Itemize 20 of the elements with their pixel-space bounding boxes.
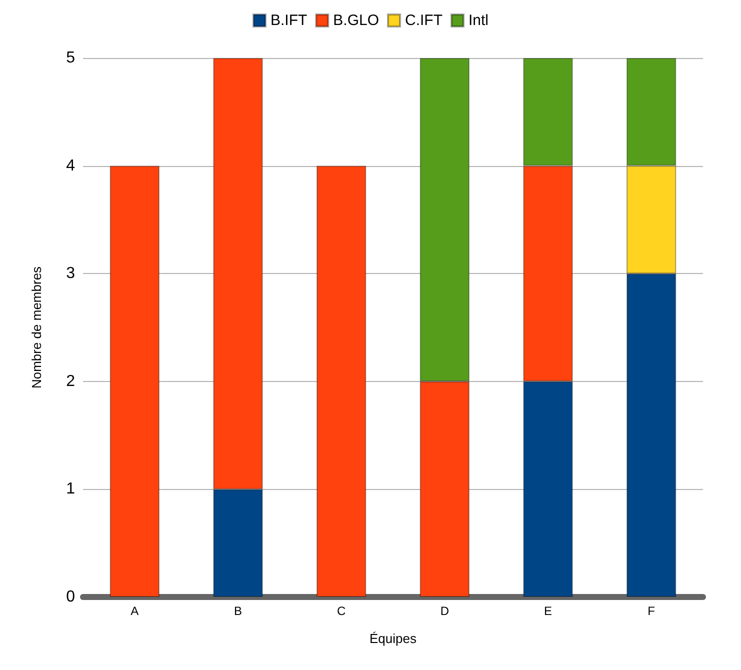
y-tick-label: 1 — [66, 480, 76, 498]
bar — [316, 166, 366, 597]
y-tick-label: 2 — [66, 372, 76, 390]
y-tick-label: 4 — [66, 157, 76, 174]
y-tick-label: 3 — [66, 265, 76, 282]
legend-label: C.IFT — [405, 12, 443, 29]
x-tick-label: A — [130, 604, 139, 618]
legend-label: B.IFT — [270, 12, 308, 29]
x-tick-label: D — [440, 604, 450, 618]
y-axis-title: Nombre de membres — [29, 266, 44, 389]
y-tick-label: 0 — [66, 588, 76, 606]
legend-label: Intl — [468, 12, 489, 29]
x-axis-title: Équipes — [370, 631, 417, 646]
x-tick-label: F — [648, 604, 656, 618]
y-tick-label: 5 — [66, 50, 76, 66]
x-tick-label: C — [336, 604, 346, 618]
bar — [110, 166, 160, 597]
legend-label: B.GLO — [333, 12, 380, 29]
x-tick-label: E — [544, 604, 552, 618]
x-tick-label: B — [234, 604, 242, 618]
